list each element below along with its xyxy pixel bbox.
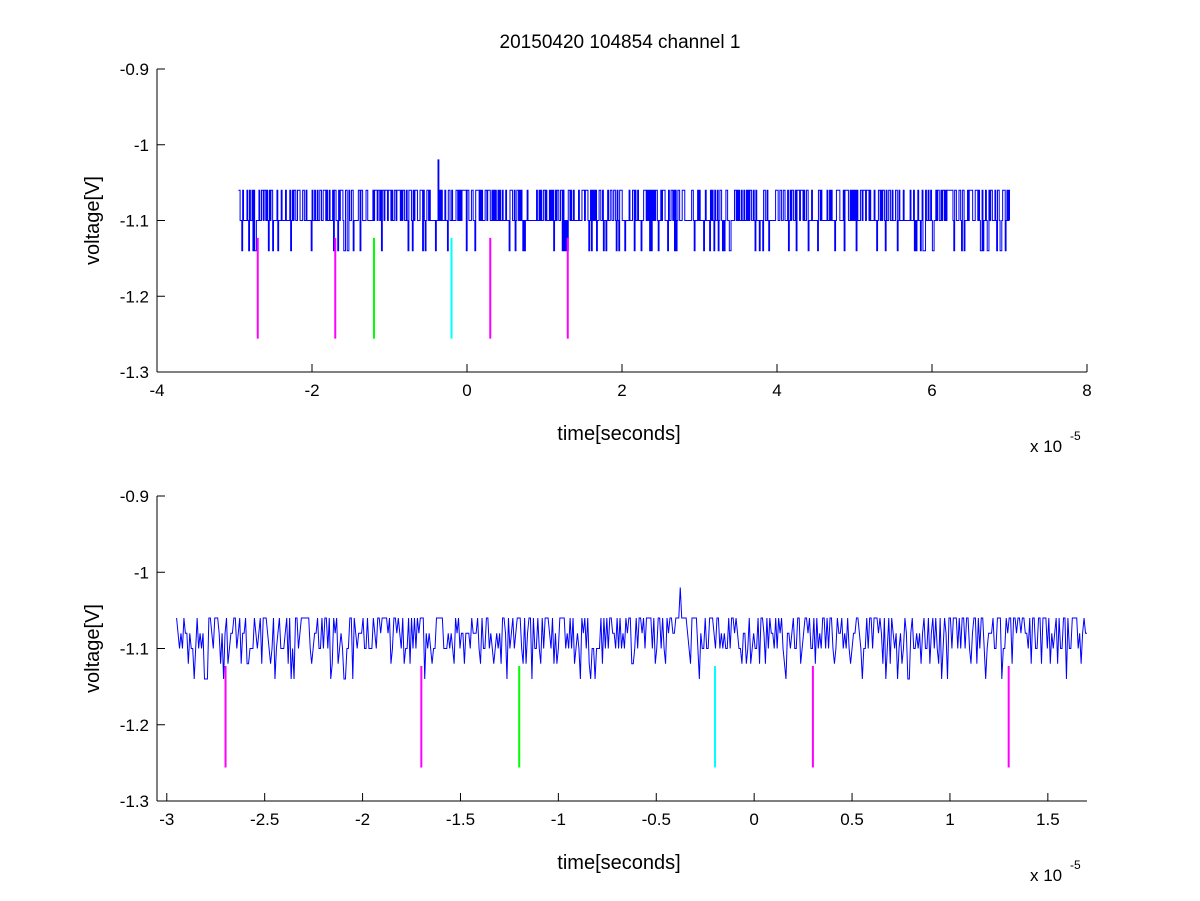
y-tick-label: -1.2 <box>120 287 149 306</box>
x-axis-label: time[seconds] <box>557 423 680 445</box>
x-tick-label: 0 <box>462 381 471 400</box>
y-tick-label: -1.1 <box>120 212 149 231</box>
y-tick-label: -1 <box>134 136 149 155</box>
x-tick-label: 0 <box>749 810 758 829</box>
y-axis-label: voltage[V] <box>82 176 104 265</box>
x-tick-label: -4 <box>149 381 164 400</box>
x-tick-label: 2 <box>617 381 626 400</box>
subplot-top: -4 -2 0 2 4 6 8 -1.3 -1.2 -1.1 -1 -0.9 time[seconds]… <box>82 60 1092 456</box>
x-tick-label: -2 <box>355 810 370 829</box>
y-tick-label: -1.3 <box>120 363 149 382</box>
x-axis-label: time[seconds] <box>557 852 680 874</box>
subplot-bottom: -3 -2.5 -2 -1.5 -1 -0.5 0 0.5 1 1.5 -1.3 -1.2 -1.1 -1… <box>82 487 1087 885</box>
x-tick-label: 0.5 <box>840 810 864 829</box>
x-exponent-power: -5 <box>1070 858 1081 872</box>
y-tick-label: -0.9 <box>120 60 149 79</box>
signal-trace <box>238 159 1010 252</box>
x-tick-label: -2.5 <box>250 810 279 829</box>
y-tick-label: -0.9 <box>120 487 149 506</box>
signal-trace <box>176 587 1087 680</box>
x-tick-label: -3 <box>159 810 174 829</box>
y-axis-label: voltage[V] <box>82 604 104 693</box>
x-tick-label: -2 <box>304 381 319 400</box>
x-tick-label: 8 <box>1082 381 1091 400</box>
x-tick-label: 1.5 <box>1036 810 1060 829</box>
x-tick-label: 6 <box>927 381 936 400</box>
x-exponent-label: x 10 <box>1030 437 1062 456</box>
y-tick-label: -1.3 <box>120 792 149 811</box>
x-tick-label: -0.5 <box>642 810 671 829</box>
y-tick-label: -1.2 <box>120 716 149 735</box>
chart-title: 20150420 104854 channel 1 <box>500 32 741 53</box>
x-tick-label: 1 <box>945 810 954 829</box>
x-exponent-label: x 10 <box>1030 866 1062 885</box>
x-exponent-power: -5 <box>1070 429 1081 443</box>
y-tick-label: -1 <box>134 563 149 582</box>
x-tick-label: -1 <box>551 810 566 829</box>
x-tick-label: -1.5 <box>446 810 475 829</box>
y-tick-label: -1.1 <box>120 640 149 659</box>
x-tick-label: 4 <box>772 381 781 400</box>
